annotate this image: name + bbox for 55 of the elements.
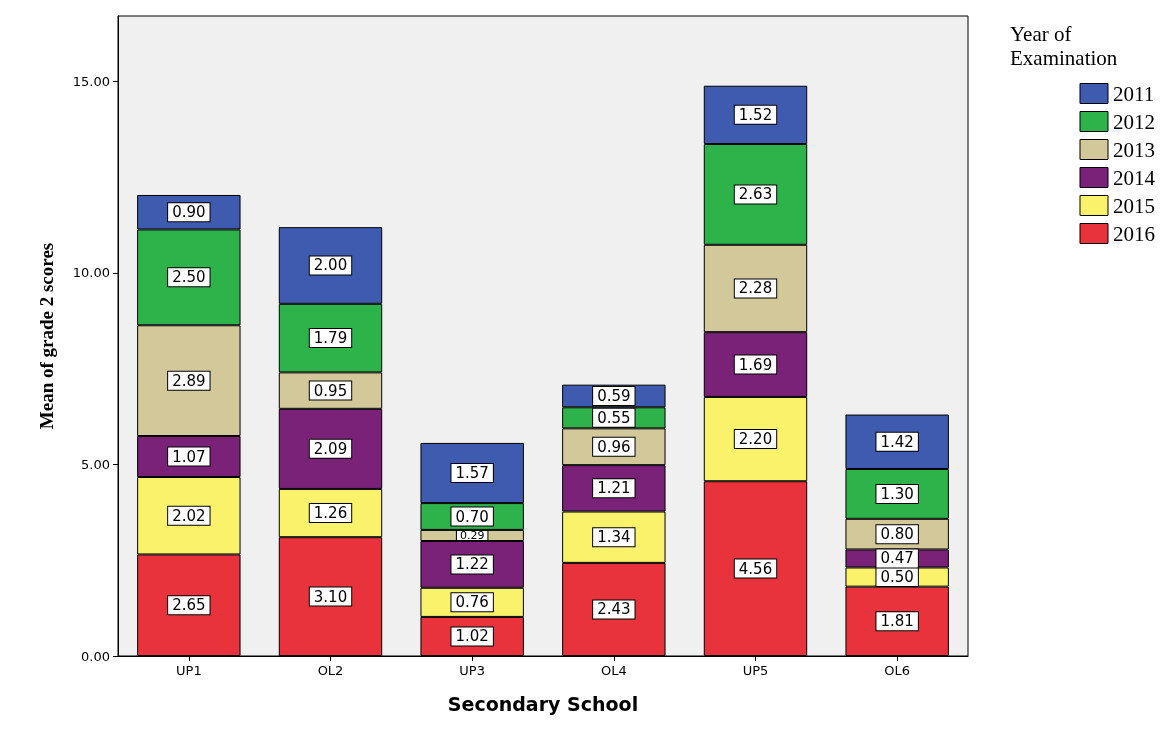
data-label: 1.57	[455, 464, 489, 483]
data-label: 2.20	[738, 430, 773, 449]
data-label: 0.29	[459, 528, 485, 542]
data-label: 2.00	[313, 256, 348, 275]
legend-label: 2012	[1113, 109, 1155, 134]
data-label: 1.22	[455, 555, 489, 574]
legend-label: 2013	[1113, 137, 1155, 162]
data-label: 0.95	[313, 381, 348, 400]
data-label: 0.96	[597, 437, 631, 456]
y-tick-label: 5.00	[81, 456, 110, 472]
data-label: 2.50	[172, 268, 206, 287]
data-label: 1.26	[313, 504, 348, 523]
data-label: 2.63	[738, 185, 773, 204]
data-label: 0.70	[455, 507, 489, 526]
legend-label: 2016	[1113, 221, 1155, 246]
x-tick-label: UP3	[459, 663, 485, 678]
data-label: 2.43	[597, 600, 631, 619]
data-label: 1.07	[172, 447, 206, 466]
data-label: 1.79	[313, 329, 348, 348]
data-label: 0.50	[880, 568, 914, 587]
legend-title: Year of Examination	[1010, 22, 1118, 70]
y-tick-label: 0.00	[81, 648, 110, 664]
data-label: 2.89	[172, 371, 206, 390]
data-label: 4.56	[738, 559, 773, 578]
x-tick-label: OL2	[317, 663, 344, 678]
x-tick-label: OL6	[884, 663, 911, 678]
data-label: 0.80	[880, 525, 914, 544]
data-label: 1.52	[738, 105, 773, 124]
data-label: 1.34	[597, 528, 631, 547]
data-label: 2.65	[172, 596, 206, 615]
data-label: 1.02	[455, 627, 489, 646]
data-label: 1.42	[880, 432, 914, 451]
data-label: 0.55	[597, 408, 631, 427]
legend-label: 2015	[1113, 193, 1155, 218]
x-tick-label: UP1	[176, 663, 202, 678]
data-label: 3.10	[313, 587, 348, 606]
data-label: 0.47	[880, 549, 914, 568]
data-label: 2.28	[738, 279, 773, 298]
data-label: 1.21	[597, 479, 631, 498]
data-label: 0.76	[455, 593, 489, 612]
legend-label: 2011	[1113, 81, 1155, 106]
y-axis-title: Mean of grade 2 scores	[36, 242, 57, 430]
legend-label: 2014	[1113, 165, 1156, 190]
x-tick-label: UP5	[742, 663, 769, 678]
x-axis-title: Secondary School	[447, 692, 639, 715]
data-label: 2.02	[172, 506, 206, 525]
y-tick-label: 10.00	[72, 265, 110, 281]
x-tick-label: OL4	[600, 663, 627, 678]
data-label: 2.09	[313, 439, 348, 458]
data-label: 1.69	[738, 355, 773, 374]
data-label: 1.81	[880, 612, 914, 631]
y-tick-label: 15.00	[72, 73, 110, 89]
data-label: 0.90	[172, 203, 206, 222]
data-label: 1.30	[880, 484, 914, 503]
data-label: 0.59	[597, 386, 631, 405]
